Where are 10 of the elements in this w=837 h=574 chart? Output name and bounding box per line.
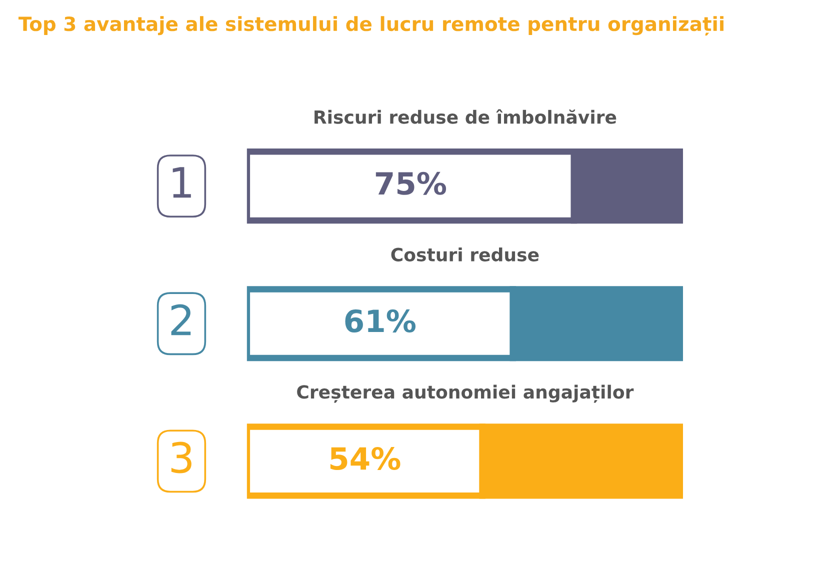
y-tick-label: Costuri reduse: [391, 247, 539, 262]
text: 1: [172, 167, 191, 198]
y-tick-label: Creșterea autonomiei angajaților: [297, 384, 634, 403]
data-label: 61%: [345, 309, 416, 332]
chart-title: Top 3 avantaje ale sistemului de lucru remote pentru organizații: [18, 16, 724, 36]
y-tick-label: Riscuri reduse de îmbolnăvire: [314, 109, 616, 124]
data-label: 54%: [330, 446, 400, 470]
text: 2: [171, 304, 191, 336]
text: 3: [171, 442, 192, 474]
data-label: 75%: [376, 172, 446, 195]
